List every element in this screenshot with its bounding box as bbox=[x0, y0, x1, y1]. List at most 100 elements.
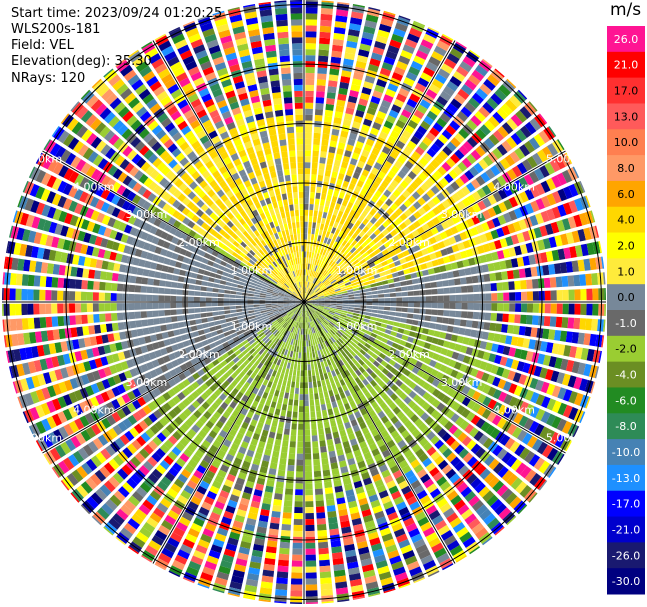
velocity-gate bbox=[420, 521, 433, 532]
velocity-gate bbox=[470, 149, 482, 161]
velocity-gate bbox=[589, 333, 597, 347]
velocity-gate bbox=[493, 239, 502, 250]
velocity-gate bbox=[393, 175, 403, 184]
velocity-gate bbox=[506, 473, 518, 486]
velocity-gate bbox=[393, 277, 400, 283]
velocity-gate bbox=[304, 364, 308, 371]
velocity-gate bbox=[516, 429, 528, 442]
velocity-gate bbox=[466, 136, 478, 148]
velocity-gate bbox=[273, 377, 279, 384]
velocity-gate bbox=[450, 98, 462, 110]
velocity-gate bbox=[431, 514, 444, 526]
velocity-gate bbox=[279, 547, 290, 555]
velocity-gate bbox=[318, 43, 330, 51]
velocity-gate bbox=[428, 236, 437, 245]
velocity-gate bbox=[364, 391, 372, 399]
velocity-gate bbox=[317, 306, 324, 310]
velocity-gate bbox=[296, 465, 304, 472]
velocity-gate bbox=[510, 336, 519, 346]
velocity-gate bbox=[436, 316, 443, 324]
velocity-gate bbox=[544, 223, 554, 236]
velocity-gate bbox=[301, 316, 304, 323]
velocity-gate bbox=[433, 330, 441, 338]
velocity-gate bbox=[337, 599, 350, 603]
velocity-gate bbox=[432, 388, 441, 398]
velocity-gate bbox=[372, 121, 382, 131]
velocity-gate bbox=[354, 304, 361, 308]
velocity-gate bbox=[285, 482, 294, 490]
velocity-gate bbox=[441, 384, 451, 394]
velocity-gate bbox=[39, 317, 47, 329]
velocity-gate bbox=[508, 247, 517, 257]
velocity-gate bbox=[297, 435, 304, 442]
velocity-gate bbox=[318, 253, 322, 261]
velocity-gate bbox=[309, 290, 314, 296]
velocity-gate bbox=[395, 93, 407, 103]
velocity-gate bbox=[449, 287, 456, 294]
velocity-gate bbox=[390, 415, 399, 425]
velocity-gate bbox=[306, 300, 313, 302]
velocity-gate bbox=[320, 342, 325, 350]
velocity-gate bbox=[431, 398, 441, 408]
velocity-gate bbox=[426, 405, 436, 415]
velocity-gate bbox=[312, 222, 317, 229]
velocity-gate bbox=[460, 311, 468, 319]
velocity-gate bbox=[405, 279, 413, 286]
velocity-gate bbox=[311, 345, 315, 352]
velocity-gate bbox=[269, 388, 275, 396]
velocity-gate bbox=[417, 77, 430, 88]
velocity-gate bbox=[352, 259, 360, 265]
velocity-gate bbox=[384, 420, 393, 429]
velocity-gate bbox=[396, 410, 405, 420]
velocity-gate bbox=[373, 368, 381, 376]
velocity-gate bbox=[332, 326, 339, 332]
velocity-gate bbox=[416, 104, 428, 115]
velocity-gate bbox=[326, 213, 332, 220]
velocity-gate bbox=[331, 171, 338, 179]
velocity-gate bbox=[349, 276, 356, 282]
velocity-gate bbox=[170, 295, 177, 302]
velocity-gate bbox=[294, 339, 298, 347]
velocity-gate bbox=[307, 316, 310, 323]
velocity-gate bbox=[417, 398, 426, 407]
velocity-gate bbox=[282, 512, 292, 519]
velocity-gate bbox=[400, 544, 413, 555]
velocity-gate bbox=[526, 291, 534, 301]
velocity-gate bbox=[393, 337, 401, 344]
velocity-gate bbox=[386, 340, 394, 347]
velocity-gate bbox=[330, 261, 336, 268]
velocity-gate bbox=[275, 433, 283, 440]
velocity-gate bbox=[416, 468, 428, 479]
velocity-gate bbox=[398, 55, 411, 65]
velocity-gate bbox=[410, 135, 421, 145]
velocity-gate bbox=[437, 355, 446, 363]
velocity-gate bbox=[390, 267, 398, 273]
velocity-gate bbox=[370, 167, 380, 176]
velocity-gate bbox=[506, 118, 518, 131]
velocity-gate bbox=[45, 290, 52, 301]
velocity-gate bbox=[556, 453, 565, 465]
velocity-gate bbox=[371, 147, 381, 156]
velocity-gate bbox=[430, 159, 440, 169]
velocity-gate bbox=[313, 320, 318, 326]
velocity-gate bbox=[466, 206, 476, 216]
velocity-gate bbox=[443, 534, 457, 546]
velocity-gate bbox=[426, 147, 437, 158]
velocity-gate bbox=[383, 310, 390, 315]
velocity-gate bbox=[312, 246, 316, 253]
velocity-gate bbox=[573, 317, 581, 330]
velocity-gate bbox=[354, 296, 361, 300]
velocity-gate bbox=[331, 468, 340, 476]
velocity-gate bbox=[333, 27, 346, 35]
velocity-gate bbox=[341, 334, 348, 340]
velocity-gate bbox=[256, 477, 266, 486]
velocity-gate bbox=[158, 310, 165, 317]
velocity-gate bbox=[391, 33, 404, 44]
velocity-gate bbox=[320, 329, 325, 336]
velocity-gate bbox=[411, 166, 421, 176]
velocity-gate bbox=[548, 236, 557, 248]
velocity-gate bbox=[352, 474, 361, 483]
velocity-gate bbox=[354, 235, 362, 242]
velocity-gate bbox=[413, 302, 421, 308]
velocity-gate bbox=[277, 469, 286, 477]
